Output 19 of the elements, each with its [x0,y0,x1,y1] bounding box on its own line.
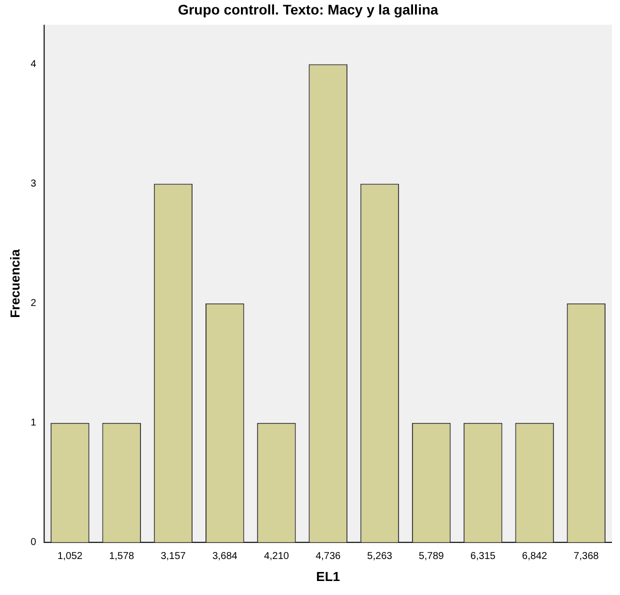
x-tick-label: 4,736 [316,551,342,562]
chart-title: Grupo controll. Texto: Macy y la gallina [178,1,438,18]
x-tick-label: 5,263 [367,551,393,562]
x-tick-label: 3,684 [212,551,238,562]
y-tick-label: 2 [30,298,37,310]
y-tick-label: 4 [30,59,37,70]
x-tick-label: 1,578 [109,551,135,562]
x-tick-label: 7,368 [574,551,600,562]
x-tick-label: 3,157 [160,551,186,562]
x-axis-title: EL1 [316,568,340,584]
y-tick-label: 1 [30,418,37,429]
y-tick-label: 3 [30,178,37,190]
x-tick-label: 4,210 [264,551,290,562]
x-tick-label: 6,315 [470,551,496,562]
y-axis-title: Frecuencia [7,248,22,318]
y-tick-label: 0 [30,537,37,548]
x-tick-label: 5,789 [418,551,444,562]
x-tick-label: 1,052 [57,551,83,562]
x-tick-label: 6,842 [522,551,548,562]
